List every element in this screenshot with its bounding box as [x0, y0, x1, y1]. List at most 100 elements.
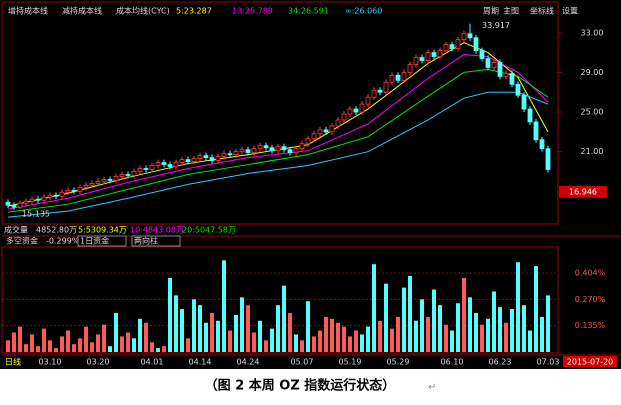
volume-label: 5:5309.34万	[78, 226, 127, 235]
candle-body	[245, 149, 251, 154]
date-box	[563, 356, 617, 367]
main-frame	[1, 1, 559, 225]
candle-body	[287, 149, 293, 154]
candle-body	[305, 138, 311, 145]
candle-body	[347, 108, 353, 115]
ma-line	[7, 91, 549, 218]
candle-body	[323, 129, 329, 133]
caption-mark: ↵	[428, 382, 436, 393]
bar	[90, 342, 94, 352]
dropdown[interactable]	[77, 235, 127, 247]
bar	[42, 328, 46, 352]
ma-line	[7, 68, 549, 213]
candle-body	[497, 62, 503, 77]
x-tick-label: 05.29	[387, 358, 410, 367]
candle-body	[191, 158, 197, 162]
bar	[462, 277, 466, 352]
bar	[222, 260, 226, 352]
bar	[174, 295, 178, 352]
bar	[372, 264, 376, 352]
period-label[interactable]: 日线	[5, 357, 21, 367]
legend-entry: ∞:26.060	[345, 7, 382, 16]
bar	[312, 336, 316, 352]
x-tick-label: 06.23	[489, 358, 512, 367]
menu-item[interactable]: 周期	[483, 7, 499, 16]
candle-body	[251, 148, 257, 154]
candle-body	[143, 168, 149, 170]
y-tick-label: 0.135%	[575, 321, 606, 330]
candle-body	[17, 202, 23, 208]
candle-body	[197, 155, 203, 160]
bar	[66, 330, 70, 352]
menu-item[interactable]: 坐标线	[530, 6, 554, 16]
x-tick-label: 07.03	[537, 358, 560, 367]
bar	[258, 320, 262, 352]
candle-body	[479, 50, 485, 59]
y-tick-label: 25.00	[581, 108, 604, 117]
bar	[84, 326, 88, 352]
bar	[486, 318, 490, 352]
bar	[330, 318, 334, 352]
menu-item[interactable]: 主图	[503, 6, 519, 16]
menu-item[interactable]: 设置	[562, 6, 578, 16]
candle-body	[419, 57, 425, 61]
candle-body	[371, 89, 377, 98]
bar	[246, 305, 250, 352]
bar	[402, 287, 406, 352]
x-tick-label: 03.20	[87, 358, 110, 367]
candle-body	[431, 52, 437, 57]
candle-body	[149, 165, 155, 170]
dropdown[interactable]	[131, 235, 181, 247]
y-tick-label: 0.404%	[575, 269, 606, 278]
bar	[132, 338, 136, 352]
dropdown-label[interactable]: 两向柱	[134, 236, 158, 246]
legend-entry: 13:25.789	[232, 7, 273, 16]
bar	[168, 277, 172, 352]
candle-body	[113, 176, 119, 181]
candle-body	[377, 89, 383, 93]
bar	[492, 291, 496, 352]
candle-body	[215, 156, 221, 161]
candle-body	[389, 74, 395, 83]
bar	[342, 326, 346, 352]
candle-body	[71, 189, 77, 192]
x-tick-label: 04.14	[189, 358, 212, 367]
dropdown-label[interactable]: 1日资金	[80, 236, 109, 246]
candle-body	[401, 72, 407, 81]
candle-body	[11, 204, 17, 208]
candle-body	[383, 81, 389, 93]
y-tick-label: 21.00	[581, 147, 604, 156]
candle-body	[467, 33, 473, 39]
bar	[198, 305, 202, 352]
indicator-label[interactable]: 成本均线(CYC)	[116, 6, 170, 16]
y-tick-label: 0.270%	[575, 295, 606, 304]
indicator-label[interactable]: 增持成本线	[8, 6, 48, 16]
indicator-label[interactable]: 减持成本线	[62, 6, 102, 16]
candle-body	[263, 145, 269, 149]
bar	[180, 309, 184, 352]
low-label: 15.135	[22, 209, 50, 218]
bar	[450, 330, 454, 352]
candle-body	[59, 191, 65, 197]
bar	[126, 332, 130, 352]
bar	[534, 266, 538, 352]
candle-body	[275, 146, 281, 152]
panel-title: 多空资金	[6, 236, 38, 246]
candle-body	[437, 50, 443, 57]
candle-body	[473, 37, 479, 52]
bar	[264, 340, 268, 352]
bar	[360, 334, 364, 352]
bar	[276, 305, 280, 352]
candle-body	[77, 186, 83, 192]
candle-body	[65, 189, 71, 193]
bar	[504, 322, 508, 352]
candle-body	[485, 58, 491, 68]
candle-body	[29, 198, 35, 202]
bar	[318, 330, 322, 352]
candle-body	[509, 72, 515, 85]
bar	[18, 326, 22, 352]
candle-body	[119, 174, 125, 177]
candle-body	[257, 145, 263, 150]
bar	[288, 312, 292, 352]
bar	[378, 320, 382, 352]
